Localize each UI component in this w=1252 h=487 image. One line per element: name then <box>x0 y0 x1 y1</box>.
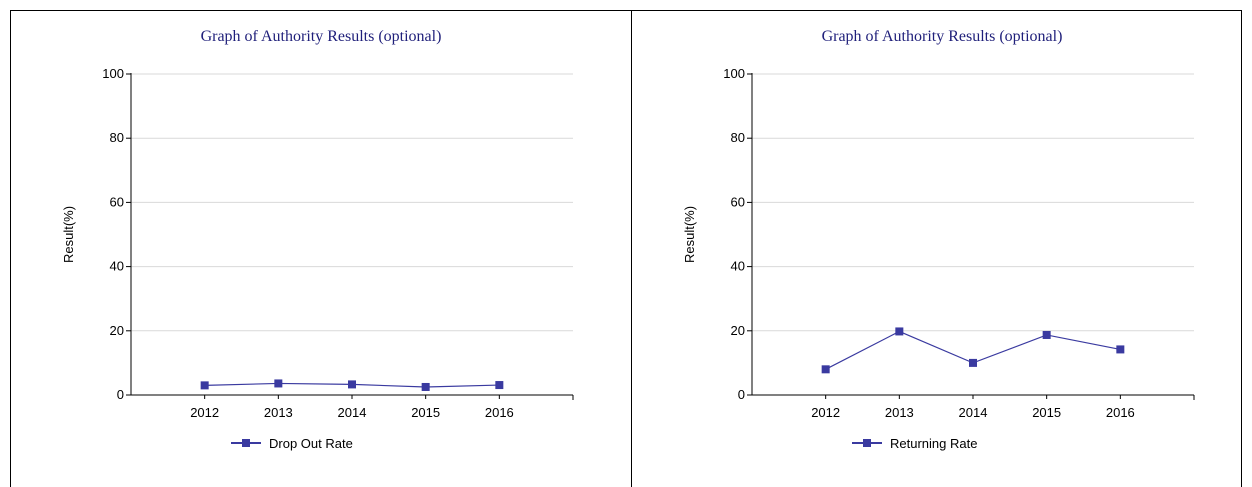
x-tick-label: 2015 <box>411 405 440 420</box>
y-tick-label: 40 <box>110 259 124 274</box>
y-axis-label: Result(%) <box>61 206 76 263</box>
chart-drop-out-rate: 0 20 40 60 80 100 2012 2013 2014 2015 2016 Result(%… <box>61 66 574 451</box>
legend-label: Drop Out Rate <box>269 436 353 451</box>
chart-title: Graph of Authority Results (optional) <box>200 28 442 45</box>
data-point <box>495 381 504 390</box>
chart-returning-rate: 0 20 40 60 80 100 2012 2013 2014 2015 2016 Result(%… <box>682 66 1195 451</box>
y-tick-label: 60 <box>110 194 124 209</box>
x-tick-label: 2016 <box>485 405 514 420</box>
legend-swatch-marker <box>242 439 250 447</box>
data-point <box>200 381 209 390</box>
y-tick-label: 80 <box>731 130 745 145</box>
x-tick-label: 2013 <box>885 405 914 420</box>
legend-swatch-marker <box>863 439 871 447</box>
data-point <box>895 327 904 336</box>
y-tick-label: 100 <box>102 66 124 81</box>
chart-panel-drop-out: Graph of Authority Results (optional) 0 2… <box>11 11 631 487</box>
chart-title: Graph of Authority Results (optional) <box>821 28 1063 45</box>
y-tick-label: 0 <box>738 387 745 402</box>
y-tick-label: 20 <box>731 323 745 338</box>
y-tick-label: 0 <box>117 387 124 402</box>
x-tick-label: 2014 <box>338 405 367 420</box>
data-point <box>1042 330 1051 339</box>
y-tick-label: 40 <box>731 259 745 274</box>
data-point <box>274 379 283 388</box>
y-tick-label: 100 <box>723 66 745 81</box>
panel-divider <box>631 10 632 487</box>
x-tick-label: 2016 <box>1106 405 1135 420</box>
y-axis-label: Result(%) <box>682 206 697 263</box>
x-tick-label: 2014 <box>959 405 988 420</box>
data-point <box>421 382 430 391</box>
data-point <box>1116 345 1125 354</box>
chart-panel-returning: Graph of Authority Results (optional) 0 2… <box>632 11 1252 487</box>
x-tick-label: 2013 <box>264 405 293 420</box>
data-point <box>969 358 977 367</box>
x-tick-label: 2012 <box>190 405 219 420</box>
data-point <box>821 365 830 374</box>
x-tick-label: 2012 <box>811 405 840 420</box>
data-point <box>348 380 356 389</box>
y-tick-label: 60 <box>731 194 745 209</box>
report-frame <box>10 10 1242 487</box>
legend-label: Returning Rate <box>890 436 977 451</box>
y-tick-label: 20 <box>110 323 124 338</box>
y-tick-label: 80 <box>110 130 124 145</box>
x-tick-label: 2015 <box>1032 405 1061 420</box>
